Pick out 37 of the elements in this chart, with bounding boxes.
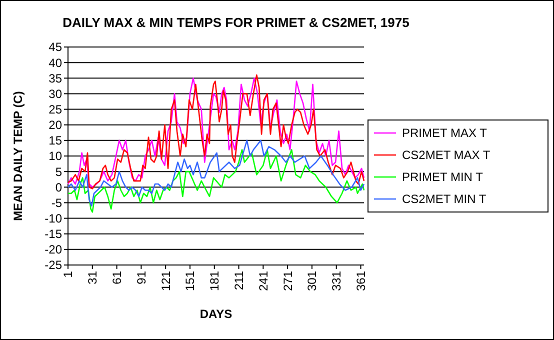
x-tick-label: 1 bbox=[61, 270, 76, 278]
y-tick-label: -5 bbox=[51, 196, 62, 210]
x-tick-label: 31 bbox=[86, 270, 100, 284]
y-tick-label: 15 bbox=[48, 134, 62, 148]
y-tick-label: 20 bbox=[48, 118, 62, 132]
x-tick-label: 271 bbox=[280, 270, 295, 292]
x-tick-label: 241 bbox=[256, 270, 270, 292]
legend-label: CS2MET MAX T bbox=[402, 148, 491, 162]
line-series bbox=[67, 149, 365, 213]
y-tick-label: -10 bbox=[44, 211, 62, 226]
chart-title: DAILY MAX & MIN TEMPS FOR PRIMET & CS2MET, 1975 bbox=[62, 15, 410, 30]
y-tick-label: 35 bbox=[48, 71, 62, 86]
y-tick-label: -25 bbox=[44, 258, 62, 272]
x-tick-label: 331 bbox=[330, 270, 344, 292]
y-tick-label: 0 bbox=[55, 180, 62, 194]
x-tick-label: 121 bbox=[158, 270, 173, 292]
x-axis-title: DAYS bbox=[200, 307, 232, 321]
legend-label: PRIMET MIN T bbox=[402, 170, 484, 184]
x-tick-label: 61 bbox=[110, 270, 124, 284]
y-tick-label: 30 bbox=[48, 86, 62, 101]
y-tick-label: 5 bbox=[55, 164, 62, 179]
y-axis-title: MEAN DAILY TEMP (C) bbox=[11, 91, 25, 221]
y-tick-label: 10 bbox=[48, 149, 62, 164]
x-tick-label: 181 bbox=[208, 270, 222, 292]
y-tick-label: -15 bbox=[44, 227, 62, 242]
x-tick-label: 151 bbox=[183, 270, 198, 292]
y-tick-label: -20 bbox=[44, 242, 62, 257]
line-series bbox=[67, 140, 365, 206]
y-tick-label: 40 bbox=[48, 56, 62, 70]
x-tick-label: 91 bbox=[134, 270, 148, 284]
x-tick-label: 211 bbox=[232, 270, 246, 290]
legend-label: PRIMET MAX T bbox=[402, 126, 488, 140]
x-tick-label: 301 bbox=[305, 270, 320, 292]
x-tick-label: 361 bbox=[354, 270, 368, 292]
y-tick-label: 25 bbox=[48, 102, 62, 116]
legend-label: CS2MET MIN T bbox=[402, 192, 487, 206]
y-tick-label: 45 bbox=[48, 40, 62, 54]
